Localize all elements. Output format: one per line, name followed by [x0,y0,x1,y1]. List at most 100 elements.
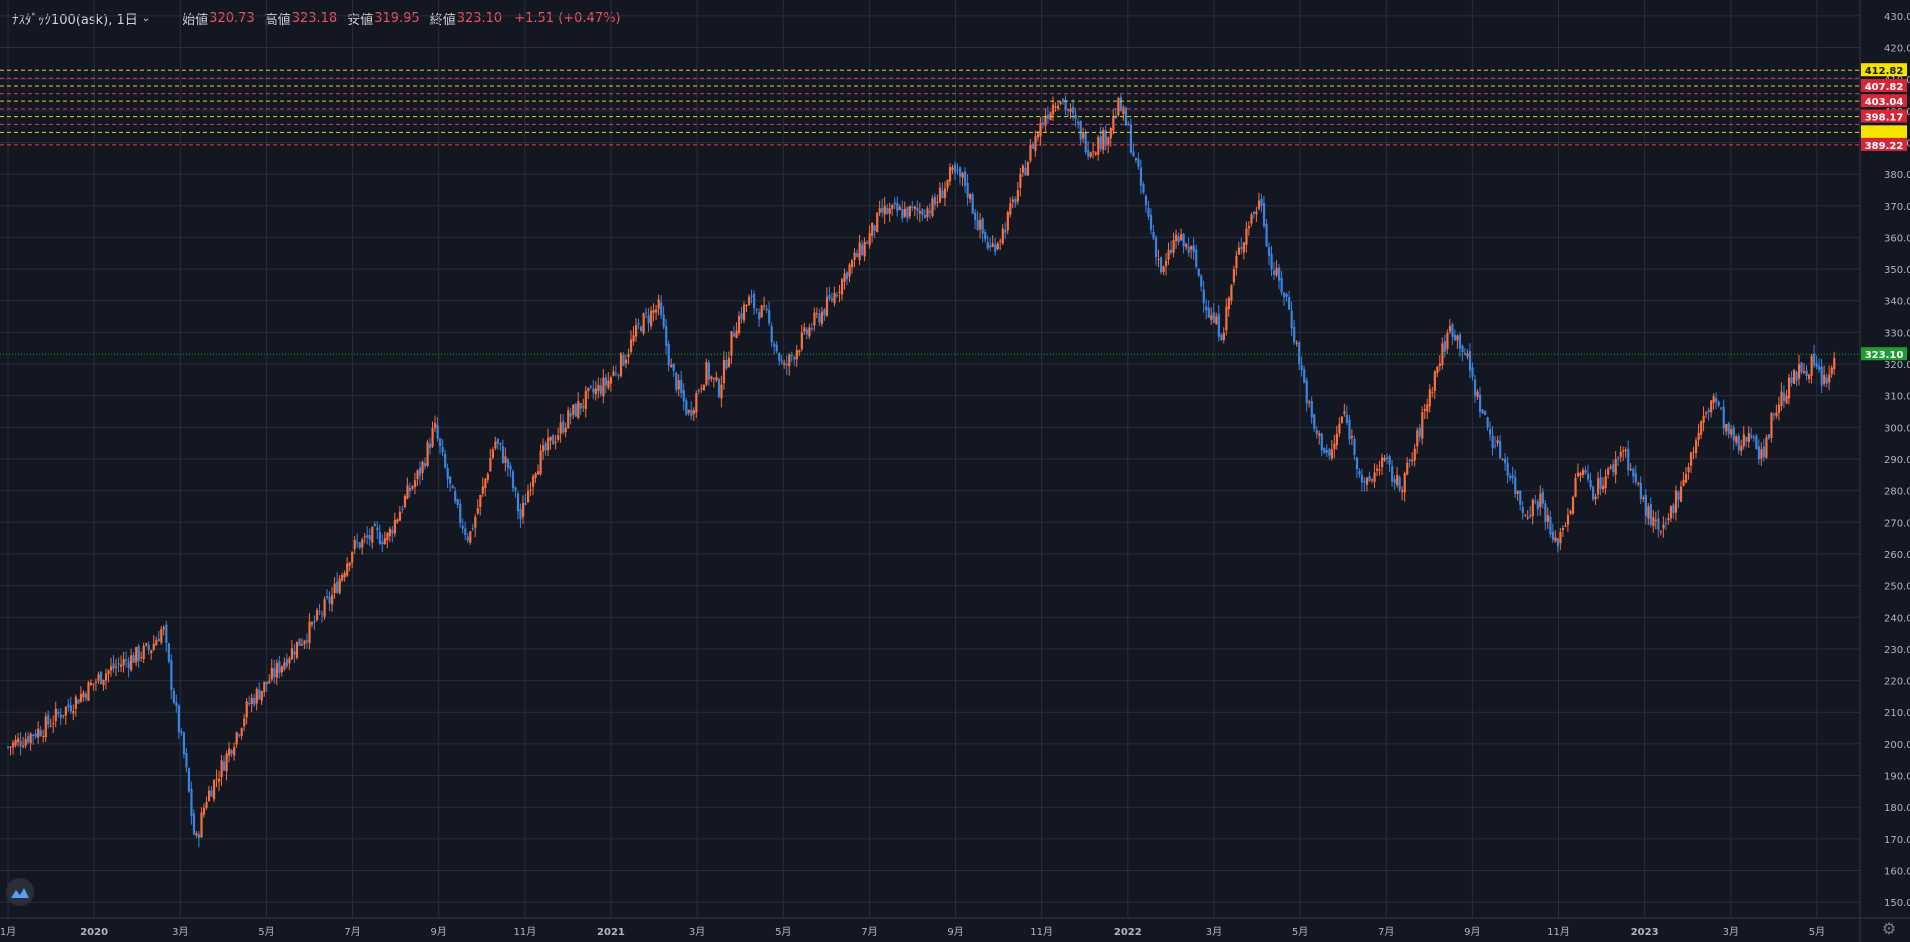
candle-body [1257,200,1261,209]
candle-body [1358,471,1361,475]
gear-icon[interactable]: ⚙ [1881,919,1897,938]
candle-body [537,471,540,475]
candle-body [572,404,575,415]
candle-body [378,532,381,545]
candle-body [39,730,42,736]
candle-body [1506,463,1509,476]
candle-body [341,574,344,581]
candle-body [1451,324,1454,337]
candle-body [1006,211,1009,231]
candle-body [1622,450,1625,452]
candle-body [607,380,610,388]
candle-body [1325,450,1328,453]
candle-body [1004,229,1007,233]
candle-body [587,387,590,391]
candle-body [47,714,50,725]
candle-body [509,465,512,470]
candle-body [1056,105,1060,109]
candle-body [956,170,959,172]
x-tick-label: 2023 [1631,927,1659,938]
level-price-label: 403.04 [1865,97,1904,108]
candle-body [883,205,886,215]
candle-body [692,410,695,414]
candle-body [238,734,241,736]
candle-body [49,725,52,727]
candle-body [145,643,148,646]
x-tick-label: 11月 [1030,926,1053,938]
candle-body [1491,435,1494,449]
candle-body [798,350,801,353]
candle-body [109,666,113,671]
y-tick-label: 430.00 [1884,12,1910,23]
candle-body [1662,524,1665,529]
candle-body [1295,342,1298,344]
x-tick-label: 5月 [258,926,274,938]
candle-body [506,459,510,468]
candle-body [637,323,640,325]
level-price-label-bg [1861,63,1907,77]
candle-body [162,627,165,630]
candle-body [243,718,246,727]
candle-body [1652,517,1655,527]
candle-body [820,311,824,325]
candle-body [562,421,565,433]
candle-body [542,445,545,452]
candle-body [833,292,836,304]
level-price-label-bg [1861,137,1907,151]
candle-body [343,573,346,578]
candle-body [1323,447,1326,453]
candle-body [1446,332,1449,350]
y-tick-label: 260.00 [1884,550,1910,561]
candle-body [1267,247,1271,256]
y-tick-label: 150.00 [1884,898,1910,909]
candle-body [418,467,422,476]
level-price-label: 398.17 [1865,113,1904,124]
candle-body [1195,249,1198,268]
candle-body [742,304,746,321]
candle-body [657,299,660,309]
candle-body [1554,537,1557,542]
chevron-down-icon[interactable]: ⌄ [141,12,151,24]
candle-body [617,374,620,376]
candle-body [969,194,972,200]
candle-body [780,360,783,363]
candle-body [529,489,532,491]
y-tick-label: 160.00 [1884,867,1910,878]
candle-body [1566,515,1570,525]
candle-body [72,711,75,714]
candle-body [1170,249,1173,253]
candle-body [1250,214,1253,224]
candle-body [903,208,906,217]
candle-body [205,801,208,808]
candle-body [853,252,856,260]
candle-body [1386,457,1389,459]
candle-body [147,644,150,650]
candle-body [670,365,673,368]
candle-body [192,813,196,835]
candle-body [1328,449,1331,456]
tradingview-logo-icon[interactable] [6,878,34,906]
candle-body [715,377,718,381]
candle-body [293,651,296,655]
candle-body [1592,486,1595,500]
candle-body [911,206,914,208]
candle-body [828,294,831,299]
candle-body [137,646,140,661]
candle-body [976,219,979,231]
candle-body [150,650,153,653]
candle-body [1597,478,1600,495]
candle-body [421,461,424,473]
candle-body [280,666,283,673]
candle-body [1252,211,1256,214]
x-tick-label: 2022 [1114,927,1142,938]
candle-body [1039,123,1042,137]
candle-body [946,179,949,188]
low-value: 319.95 [374,10,420,26]
candle-body [1607,468,1610,475]
candle-body [1190,245,1193,250]
candle-body [923,214,927,218]
candle-body [245,701,248,718]
candle-body [423,462,427,467]
candle-body [614,373,618,375]
